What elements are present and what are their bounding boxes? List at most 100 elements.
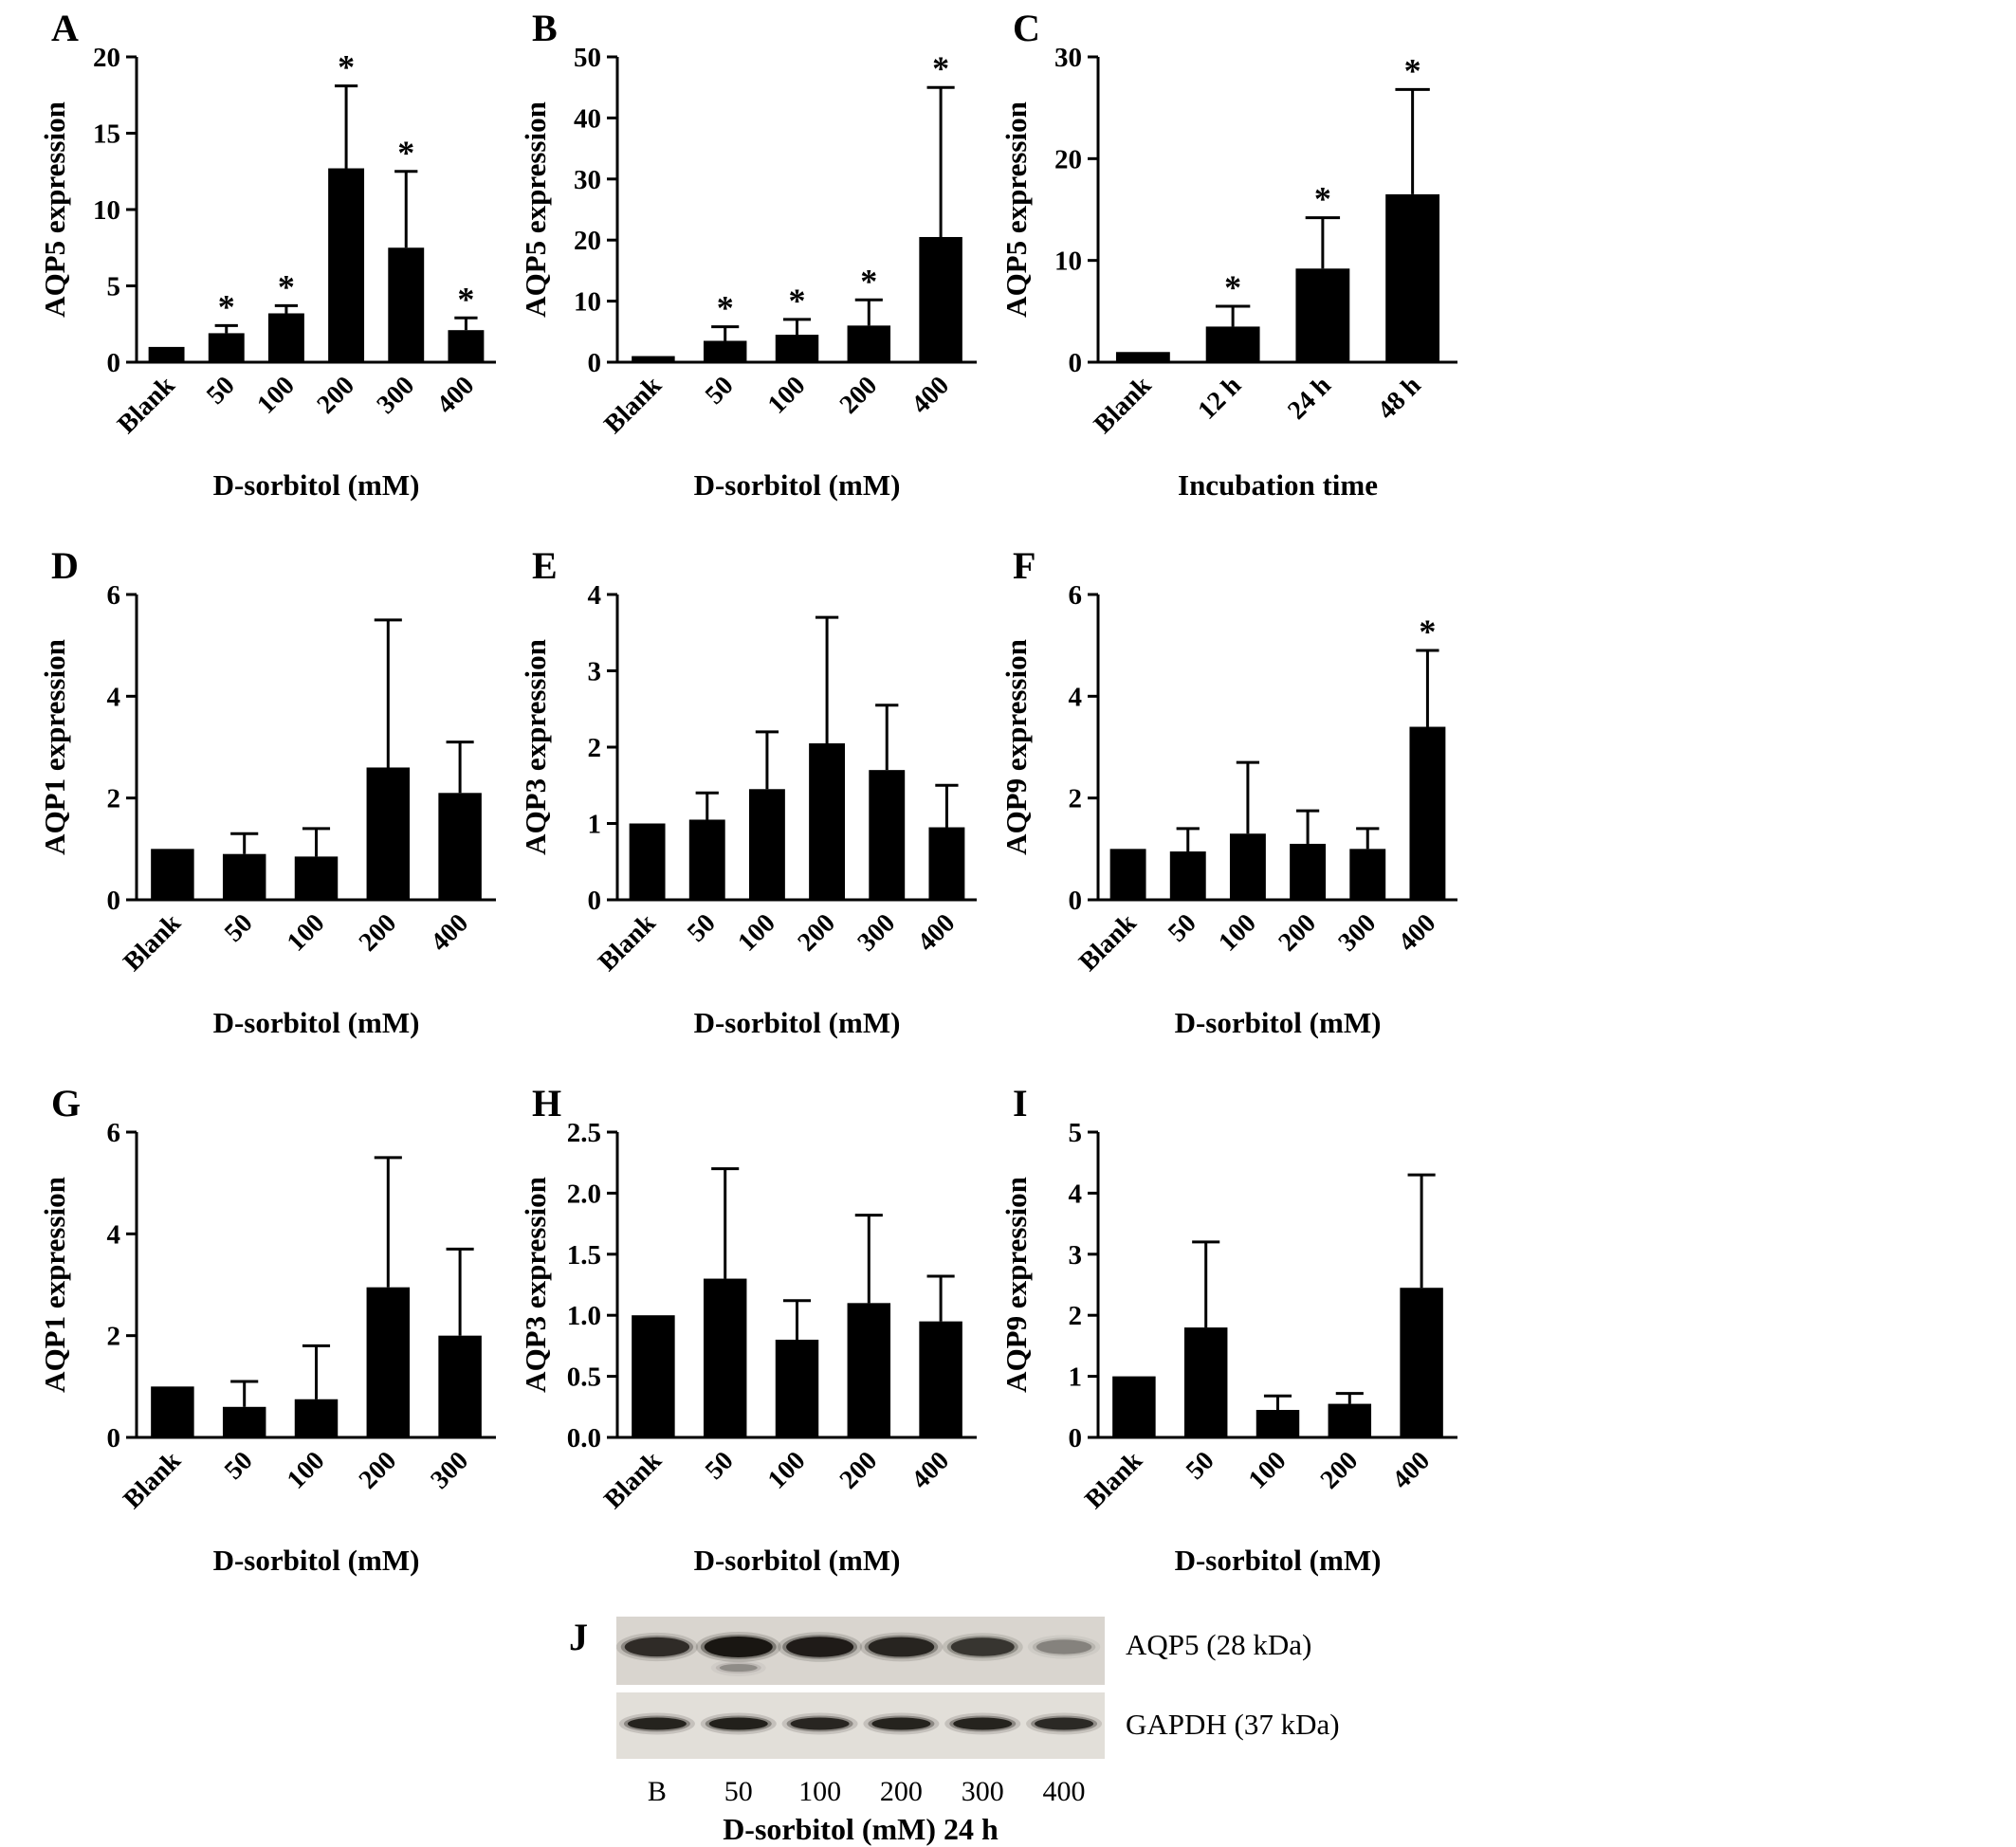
bar-chart-A: Blank * 50 * 100 * 200 * 300 * 400 0 5 10 15 20 AQP5 exp… <box>38 43 496 502</box>
svg-text:4: 4 <box>1069 682 1083 712</box>
svg-text:50: 50 <box>219 1446 259 1486</box>
svg-text:100: 100 <box>762 371 812 420</box>
svg-text:15: 15 <box>93 119 120 150</box>
svg-text:4: 4 <box>1069 1179 1083 1209</box>
svg-text:*: * <box>1404 51 1421 89</box>
svg-text:*: * <box>932 49 949 87</box>
svg-text:400: 400 <box>425 908 474 958</box>
panel-letter-I: I <box>1013 1082 1028 1125</box>
panel-letter-B: B <box>532 7 558 49</box>
svg-text:2.5: 2.5 <box>567 1118 601 1148</box>
panel-E: E Blank 50 100 200 300 400 0 1 2 3 4 AQP3 expressio… <box>519 547 988 1064</box>
panel-letter-D: D <box>51 544 79 587</box>
svg-text:0: 0 <box>107 886 121 916</box>
svg-text:*: * <box>860 262 877 300</box>
svg-text:24 h: 24 h <box>1282 371 1337 426</box>
svg-text:AQP5 expression: AQP5 expression <box>999 101 1033 318</box>
panel-J: J AQP5 (28 kDa) GAPDH (37 kDa) B 50 100 … <box>569 1617 2016 1847</box>
panel-letter-C: C <box>1013 7 1040 49</box>
svg-text:*: * <box>278 267 295 305</box>
svg-text:Blank: Blank <box>598 1446 668 1515</box>
svg-text:5: 5 <box>107 272 121 302</box>
panel-letter-A: A <box>51 7 79 49</box>
svg-text:D-sorbitol (mM): D-sorbitol (mM) <box>213 1006 420 1039</box>
svg-text:*: * <box>338 48 355 86</box>
svg-text:AQP5 expression: AQP5 expression <box>38 101 71 318</box>
svg-text:D-sorbitol (mM): D-sorbitol (mM) <box>694 468 901 502</box>
svg-text:AQP3 expression: AQP3 expression <box>519 1177 552 1393</box>
svg-text:Blank: Blank <box>118 908 187 978</box>
svg-text:5: 5 <box>1069 1118 1083 1148</box>
svg-text:*: * <box>717 289 734 327</box>
svg-text:4: 4 <box>107 682 121 712</box>
svg-text:3: 3 <box>1069 1240 1083 1271</box>
svg-text:50: 50 <box>682 908 722 948</box>
bar-chart-B: Blank * 50 * 100 * 200 * 400 0 10 20 30 40 50 AQP5 expr… <box>519 43 977 502</box>
panel-letter-E: E <box>532 544 558 587</box>
svg-text:Blank: Blank <box>1089 371 1158 440</box>
svg-text:D-sorbitol (mM): D-sorbitol (mM) <box>694 1006 901 1039</box>
svg-text:AQP1 expression: AQP1 expression <box>38 1177 71 1393</box>
svg-text:200: 200 <box>1315 1446 1365 1495</box>
bar-chart-E: Blank 50 100 200 300 400 0 1 2 3 4 AQP3 expression D… <box>519 580 977 1039</box>
svg-text:0: 0 <box>1069 886 1083 916</box>
svg-text:400: 400 <box>912 908 962 958</box>
svg-text:0: 0 <box>1069 1423 1083 1454</box>
svg-text:40: 40 <box>574 103 601 134</box>
panel-B: B Blank * 50 * 100 * 200 * 400 0 10 20 30 40 50 AQP5 ex… <box>519 9 988 526</box>
blot-caption: D-sorbitol (mM) 24 h <box>723 1812 999 1846</box>
svg-text:20: 20 <box>93 43 120 73</box>
svg-text:10: 10 <box>574 287 601 318</box>
panel-I: I Blank 50 100 200 400 0 1 2 3 4 5 AQP9 expression D… <box>999 1085 1469 1601</box>
blot-lane-label: 200 <box>879 1776 923 1807</box>
svg-text:50: 50 <box>219 908 259 948</box>
svg-text:200: 200 <box>834 1446 884 1495</box>
blot-lane-label: 300 <box>961 1776 1004 1807</box>
panel-G: G Blank 50 100 200 300 0 2 4 6 AQP1 expression D-s… <box>38 1085 507 1601</box>
svg-text:AQP1 expression: AQP1 expression <box>38 639 71 855</box>
svg-text:2.0: 2.0 <box>567 1179 601 1209</box>
svg-text:AQP5 expression: AQP5 expression <box>519 101 552 318</box>
panel-letter-G: G <box>51 1082 82 1125</box>
svg-text:D-sorbitol (mM): D-sorbitol (mM) <box>1175 1544 1382 1577</box>
svg-text:400: 400 <box>906 1446 955 1495</box>
svg-text:*: * <box>1224 268 1241 306</box>
panel-F: F Blank 50 100 200 300 * 400 0 2 4 6 AQP9 expressio… <box>999 547 1469 1064</box>
svg-text:*: * <box>218 287 235 325</box>
svg-text:*: * <box>397 134 414 172</box>
bar-chart-G: Blank 50 100 200 300 0 2 4 6 AQP1 expression D-sor… <box>38 1118 496 1577</box>
svg-text:200: 200 <box>354 908 403 958</box>
panel-letter-H: H <box>532 1082 562 1125</box>
svg-text:400: 400 <box>1386 1446 1436 1495</box>
svg-text:Blank: Blank <box>1073 908 1143 978</box>
svg-text:100: 100 <box>282 908 331 958</box>
western-blot-image <box>616 1617 1105 1759</box>
svg-text:2: 2 <box>588 733 602 763</box>
blot-lane-label: 100 <box>798 1776 842 1807</box>
svg-text:D-sorbitol (mM): D-sorbitol (mM) <box>213 1544 420 1577</box>
svg-text:0.5: 0.5 <box>567 1362 601 1393</box>
svg-text:20: 20 <box>1054 144 1082 174</box>
svg-text:50: 50 <box>201 371 241 411</box>
svg-text:300: 300 <box>425 1446 474 1495</box>
svg-text:3: 3 <box>588 657 602 687</box>
blot-lane-label: 50 <box>724 1776 753 1807</box>
svg-text:100: 100 <box>1243 1446 1292 1495</box>
svg-text:50: 50 <box>700 371 740 411</box>
svg-text:300: 300 <box>852 908 902 958</box>
svg-text:50: 50 <box>574 43 601 73</box>
svg-text:50: 50 <box>1181 1446 1220 1486</box>
svg-text:200: 200 <box>354 1446 403 1495</box>
svg-text:400: 400 <box>1393 908 1442 958</box>
svg-text:0: 0 <box>588 886 602 916</box>
svg-text:0: 0 <box>107 348 121 378</box>
svg-text:20: 20 <box>574 226 601 256</box>
bar-chart-C: Blank * 12 h * 24 h * 48 h 0 10 20 30 AQP5 expressi… <box>999 43 1457 502</box>
svg-text:30: 30 <box>574 165 601 195</box>
svg-text:400: 400 <box>906 371 955 420</box>
blot-lane-label: 400 <box>1042 1776 1086 1807</box>
svg-text:400: 400 <box>431 371 481 420</box>
svg-text:*: * <box>1314 180 1331 218</box>
svg-text:Incubation time: Incubation time <box>1178 468 1378 502</box>
